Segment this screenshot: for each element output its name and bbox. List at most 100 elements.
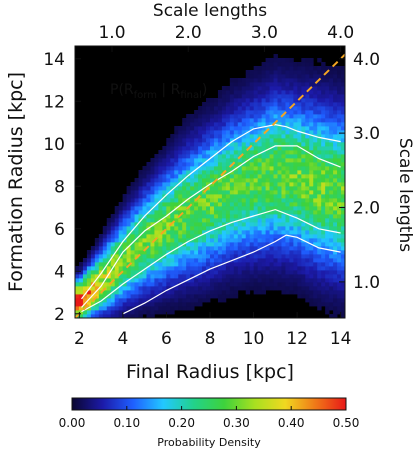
heatmap-cell (289, 170, 294, 175)
heatmap-cell (98, 234, 104, 239)
heatmap-cell (313, 218, 318, 223)
heatmap-cell (213, 170, 219, 175)
heatmap-cell (122, 314, 128, 318)
colorbar (71, 397, 347, 411)
heatmap-cell (249, 198, 255, 203)
heatmap-cell (225, 146, 231, 151)
heatmap-cell (146, 190, 151, 195)
heatmap-cell (178, 154, 183, 159)
heatmap-cell (273, 70, 278, 75)
heatmap-cell (213, 98, 219, 103)
heatmap-cell (309, 178, 314, 183)
heatmap-cell (277, 274, 282, 279)
heatmap-cell (273, 58, 278, 63)
heatmap-cell (301, 198, 306, 203)
heatmap-cell (206, 202, 211, 207)
heatmap-cell (142, 274, 147, 279)
heatmap-cell (166, 150, 171, 155)
heatmap-cell (174, 234, 179, 239)
heatmap-cell (277, 182, 282, 187)
heatmap-cell (106, 222, 112, 227)
heatmap-cell (198, 274, 203, 279)
heatmap-cell (202, 178, 207, 183)
heatmap-cell (257, 282, 263, 287)
heatmap-cell (305, 178, 310, 183)
heatmap-cell (325, 66, 330, 71)
heatmap-cell (126, 266, 131, 271)
heatmap-cell (170, 282, 175, 287)
heatmap-cell (325, 214, 330, 219)
heatmap-cell (102, 302, 108, 307)
heatmap-cell (162, 146, 167, 151)
heatmap-cell (329, 202, 334, 207)
heatmap-cell (249, 98, 255, 103)
heatmap-cell (186, 202, 191, 207)
heatmap-cell (301, 218, 306, 223)
heatmap-cell (75, 290, 80, 295)
heatmap-cell (154, 154, 159, 159)
heatmap-cell (174, 270, 179, 275)
heatmap-cell (178, 306, 183, 311)
heatmap-cell (86, 314, 92, 318)
heatmap-cell (341, 198, 345, 203)
heatmap-cell (206, 170, 211, 175)
heatmap-cell (170, 290, 175, 295)
heatmap-cell (285, 162, 290, 167)
heatmap-cell (321, 142, 326, 147)
heatmap-cell (78, 282, 84, 287)
heatmap-cell (321, 242, 326, 247)
heatmap-cell (313, 198, 318, 203)
heatmap-cell (333, 122, 338, 127)
heatmap-cell (325, 110, 330, 115)
heatmap-cell (269, 78, 274, 83)
heatmap-cell (249, 138, 255, 143)
heatmap-cell (114, 258, 120, 263)
heatmap-cell (190, 294, 195, 299)
heatmap-cell (341, 114, 345, 119)
heatmap-cell (118, 218, 124, 223)
heatmap-cell (293, 118, 298, 123)
colorbar-tick-label: 0.10 (113, 416, 140, 430)
heatmap-cell (233, 110, 239, 115)
heatmap-cell (178, 202, 183, 207)
heatmap-cell (305, 126, 310, 131)
heatmap-cell (309, 158, 314, 163)
heatmap-cell (162, 170, 167, 175)
heatmap-cell (277, 206, 282, 211)
heatmap-cell (285, 186, 290, 191)
heatmap-cell (213, 146, 219, 151)
heatmap-cell (194, 214, 199, 219)
heatmap-cell (265, 166, 270, 171)
heatmap-cell (182, 234, 187, 239)
heatmap-cell (225, 90, 231, 95)
heatmap-cell (162, 294, 167, 299)
heatmap-cell (309, 250, 314, 255)
heatmap-cell (206, 154, 211, 159)
heatmap-cell (305, 142, 310, 147)
heatmap-cell (337, 158, 342, 163)
heatmap-cell (158, 210, 163, 215)
heatmap-cell (166, 178, 171, 183)
heatmap-cell (134, 202, 139, 207)
heatmap-cell (134, 218, 139, 223)
heatmap-cell (182, 238, 187, 243)
heatmap-cell (166, 158, 171, 163)
heatmap-cell (285, 122, 290, 127)
heatmap-cell (134, 222, 139, 227)
heatmap-cell (186, 134, 191, 139)
heatmap-cell (138, 226, 143, 231)
heatmap-cell (158, 150, 163, 155)
heatmap-cell (229, 94, 235, 99)
heatmap-cell (321, 286, 326, 291)
heatmap-cell (142, 166, 147, 171)
x-axis-title: Final Radius [kpc] (126, 361, 294, 383)
heatmap-cell (225, 102, 231, 107)
top-tick-label: 2.0 (175, 23, 202, 43)
heatmap-cell (206, 150, 211, 155)
heatmap-cell (217, 294, 223, 299)
heatmap-cell (213, 250, 219, 255)
heatmap-cell (281, 282, 286, 287)
heatmap-cell (317, 302, 322, 307)
heatmap-cell (122, 278, 128, 283)
heatmap-cell (154, 254, 159, 259)
